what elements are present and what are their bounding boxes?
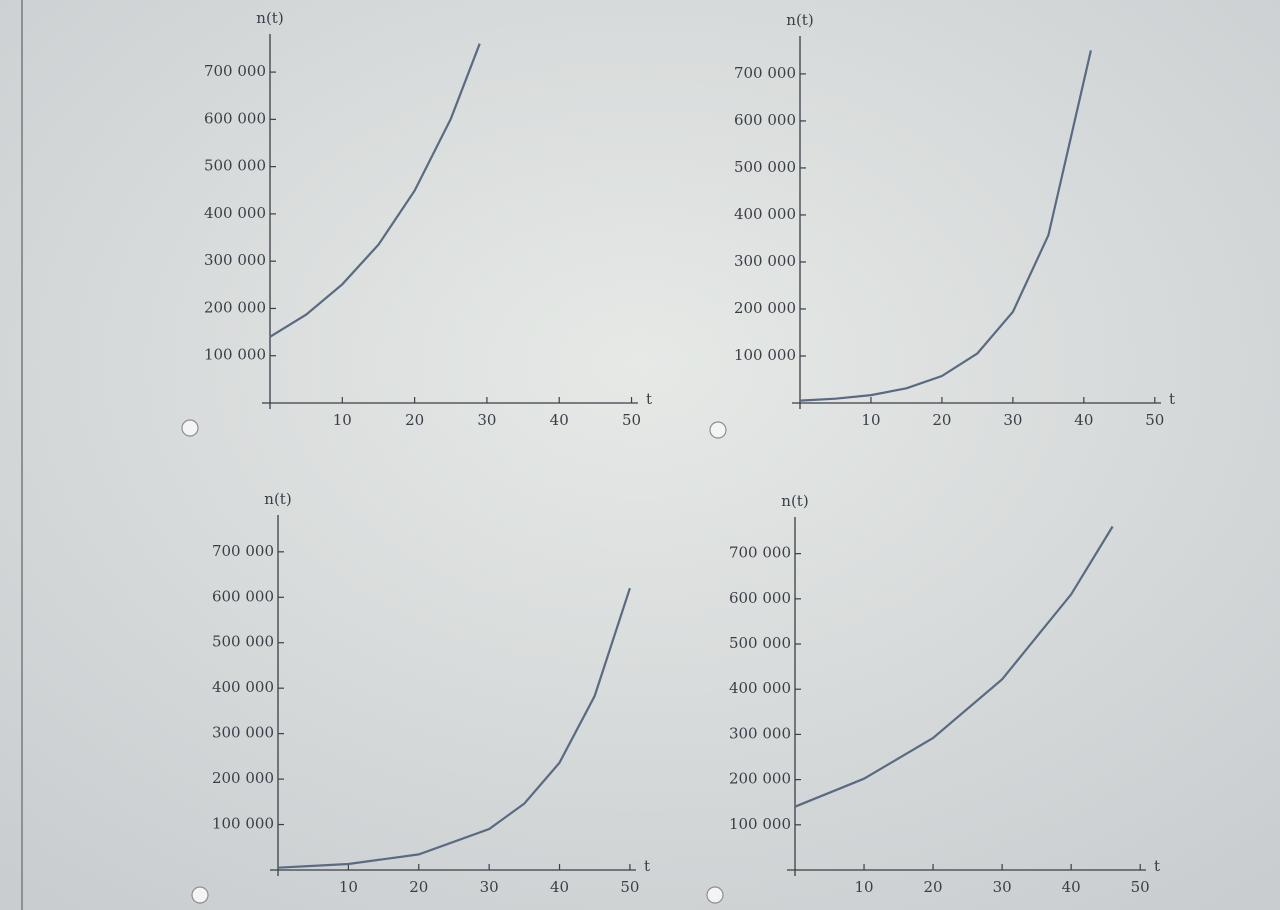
x-tick-label: 20: [932, 411, 951, 429]
y-tick-label: 700 000: [734, 64, 796, 82]
data-line: [799, 50, 1092, 402]
y-tick-label: 400 000: [204, 204, 266, 222]
y-tick-label: 200 000: [212, 769, 274, 787]
radio-option-4[interactable]: [706, 886, 724, 904]
x-tick-label: 20: [924, 878, 943, 896]
x-tick-label: 40: [550, 411, 569, 429]
data-line: [277, 587, 631, 869]
y-tick-label: 500 000: [729, 634, 791, 652]
y-tick-label: 500 000: [204, 157, 266, 175]
y-tick-label: 200 000: [734, 299, 796, 317]
data-line: [794, 525, 1114, 808]
y-tick-label: 700 000: [729, 544, 791, 562]
y-tick-label: 600 000: [212, 587, 274, 605]
y-tick-label: 700 000: [204, 62, 266, 80]
y-tick-label: 400 000: [212, 678, 274, 696]
x-tick-label: 40: [550, 878, 569, 896]
y-tick-label: 600 000: [729, 589, 791, 607]
y-tick-label: 300 000: [729, 724, 791, 742]
radio-option-1[interactable]: [181, 419, 199, 437]
y-tick-label: 300 000: [204, 251, 266, 269]
y-axis-label: n(t): [781, 492, 808, 510]
x-tick-label: 30: [477, 411, 496, 429]
y-tick-label: 400 000: [729, 679, 791, 697]
x-axis-label: t: [1169, 390, 1175, 408]
data-line: [269, 43, 481, 338]
x-tick-label: 40: [1074, 411, 1093, 429]
x-tick-label: 50: [620, 878, 639, 896]
y-tick-label: 100 000: [204, 346, 266, 364]
x-tick-label: 50: [1145, 411, 1164, 429]
radio-option-3[interactable]: [191, 886, 209, 904]
x-tick-label: 40: [1062, 878, 1081, 896]
y-axis-label: n(t): [256, 9, 283, 27]
y-axis-label: n(t): [264, 490, 291, 508]
x-axis-label: t: [1154, 857, 1160, 875]
y-tick-label: 200 000: [204, 298, 266, 316]
x-tick-label: 30: [480, 878, 499, 896]
x-tick-label: 50: [1131, 878, 1150, 896]
y-tick-label: 600 000: [734, 111, 796, 129]
y-tick-label: 300 000: [734, 252, 796, 270]
y-tick-label: 200 000: [729, 770, 791, 788]
radio-option-2[interactable]: [709, 421, 727, 439]
x-tick-label: 10: [861, 411, 880, 429]
y-tick-label: 400 000: [734, 205, 796, 223]
y-tick-label: 100 000: [734, 346, 796, 364]
x-tick-label: 30: [1003, 411, 1022, 429]
x-tick-label: 10: [854, 878, 873, 896]
y-tick-label: 500 000: [212, 633, 274, 651]
x-tick-label: 10: [333, 411, 352, 429]
y-tick-label: 600 000: [204, 109, 266, 127]
y-tick-label: 700 000: [212, 542, 274, 560]
x-axis-label: t: [646, 390, 652, 408]
y-tick-label: 500 000: [734, 158, 796, 176]
y-axis-label: n(t): [786, 11, 813, 29]
x-tick-label: 30: [993, 878, 1012, 896]
x-tick-label: 20: [405, 411, 424, 429]
y-tick-label: 100 000: [212, 815, 274, 833]
y-tick-label: 100 000: [729, 815, 791, 833]
y-tick-label: 300 000: [212, 724, 274, 742]
x-tick-label: 50: [622, 411, 641, 429]
x-axis-label: t: [644, 857, 650, 875]
x-tick-label: 10: [339, 878, 358, 896]
x-tick-label: 20: [409, 878, 428, 896]
